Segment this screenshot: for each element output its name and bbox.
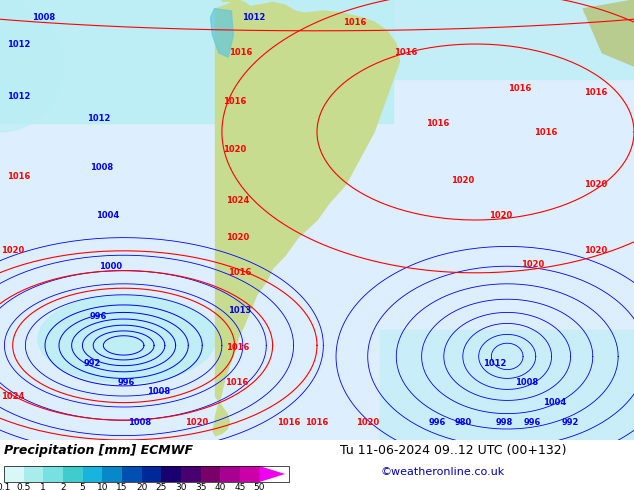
- Text: 1016: 1016: [230, 49, 252, 57]
- Text: 1020: 1020: [585, 246, 607, 255]
- Bar: [200, 466, 220, 482]
- Bar: [141, 466, 161, 482]
- Text: 1004: 1004: [96, 211, 119, 220]
- Text: 1012: 1012: [8, 92, 30, 101]
- Text: 1020: 1020: [489, 211, 512, 220]
- Text: 1020: 1020: [223, 145, 246, 154]
- Text: 2: 2: [60, 483, 66, 490]
- Text: 35: 35: [195, 483, 206, 490]
- Polygon shape: [213, 1, 399, 436]
- Text: 1012: 1012: [8, 40, 30, 49]
- Text: 992: 992: [562, 418, 579, 427]
- Text: 1008: 1008: [32, 13, 55, 22]
- Bar: [23, 466, 43, 482]
- Text: 30: 30: [175, 483, 186, 490]
- Polygon shape: [222, 0, 247, 11]
- Text: 998: 998: [495, 418, 513, 427]
- Text: 1020: 1020: [585, 180, 607, 189]
- Bar: [4, 466, 23, 482]
- Text: 1008: 1008: [90, 163, 113, 172]
- Text: 1: 1: [41, 483, 46, 490]
- Text: 1008: 1008: [515, 378, 538, 387]
- Text: 1020: 1020: [451, 176, 474, 185]
- Polygon shape: [583, 0, 634, 66]
- Text: 20: 20: [136, 483, 147, 490]
- Bar: [393, 0, 634, 79]
- Bar: [122, 466, 141, 482]
- Text: 1016: 1016: [228, 269, 251, 277]
- Text: 0.5: 0.5: [16, 483, 31, 490]
- Text: Tu 11-06-2024 09..12 UTC (00+132): Tu 11-06-2024 09..12 UTC (00+132): [340, 444, 567, 457]
- Text: 1016: 1016: [306, 418, 328, 427]
- Bar: [43, 466, 63, 482]
- Text: 996: 996: [89, 312, 107, 321]
- Bar: [380, 330, 634, 440]
- Ellipse shape: [38, 295, 216, 383]
- Text: 1008: 1008: [147, 387, 170, 396]
- Bar: [102, 466, 122, 482]
- Text: 1016: 1016: [426, 119, 449, 128]
- Text: 1012: 1012: [242, 13, 265, 22]
- Bar: [181, 466, 200, 482]
- Text: 1016: 1016: [344, 18, 366, 26]
- Ellipse shape: [0, 0, 63, 132]
- Text: 1024: 1024: [226, 196, 249, 205]
- Text: 1000: 1000: [100, 262, 122, 270]
- Text: 1016: 1016: [508, 83, 531, 93]
- Bar: [161, 466, 181, 482]
- Text: 1012: 1012: [87, 114, 110, 123]
- Text: 1016: 1016: [277, 418, 300, 427]
- Text: 1020: 1020: [185, 418, 208, 427]
- Text: 1004: 1004: [543, 398, 566, 407]
- Text: 1016: 1016: [585, 88, 607, 97]
- Bar: [82, 466, 102, 482]
- Text: 1020: 1020: [226, 233, 249, 242]
- Text: 45: 45: [234, 483, 245, 490]
- Bar: [4, 466, 289, 482]
- Text: 10: 10: [96, 483, 108, 490]
- Text: 1024: 1024: [1, 392, 24, 400]
- Text: 1016: 1016: [8, 172, 30, 180]
- Text: 50: 50: [254, 483, 265, 490]
- Text: 1020: 1020: [521, 260, 544, 269]
- Bar: [63, 466, 82, 482]
- Text: 1016: 1016: [223, 97, 246, 106]
- Text: ©weatheronline.co.uk: ©weatheronline.co.uk: [380, 467, 504, 477]
- Text: 1016: 1016: [394, 49, 417, 57]
- Text: 40: 40: [214, 483, 226, 490]
- Text: 996: 996: [429, 418, 446, 427]
- Bar: [240, 466, 259, 482]
- Text: 1020: 1020: [1, 246, 24, 255]
- Text: 5: 5: [80, 483, 86, 490]
- Text: 1016: 1016: [226, 378, 249, 387]
- Text: 1016: 1016: [226, 343, 249, 352]
- Text: 1020: 1020: [356, 418, 379, 427]
- Text: 980: 980: [454, 418, 472, 427]
- Bar: [220, 466, 240, 482]
- Polygon shape: [259, 466, 285, 482]
- Text: Precipitation [mm] ECMWF: Precipitation [mm] ECMWF: [4, 444, 193, 457]
- Text: 1013: 1013: [228, 306, 251, 315]
- Text: 1012: 1012: [483, 359, 506, 368]
- Text: 996: 996: [118, 378, 136, 387]
- Text: 0.1: 0.1: [0, 483, 11, 490]
- Text: 1016: 1016: [534, 127, 557, 137]
- Text: 992: 992: [83, 359, 101, 368]
- Text: 1008: 1008: [128, 418, 151, 427]
- Text: 996: 996: [524, 418, 541, 427]
- Bar: [0, 0, 393, 123]
- Text: 25: 25: [155, 483, 167, 490]
- Text: 15: 15: [116, 483, 127, 490]
- Polygon shape: [210, 9, 233, 57]
